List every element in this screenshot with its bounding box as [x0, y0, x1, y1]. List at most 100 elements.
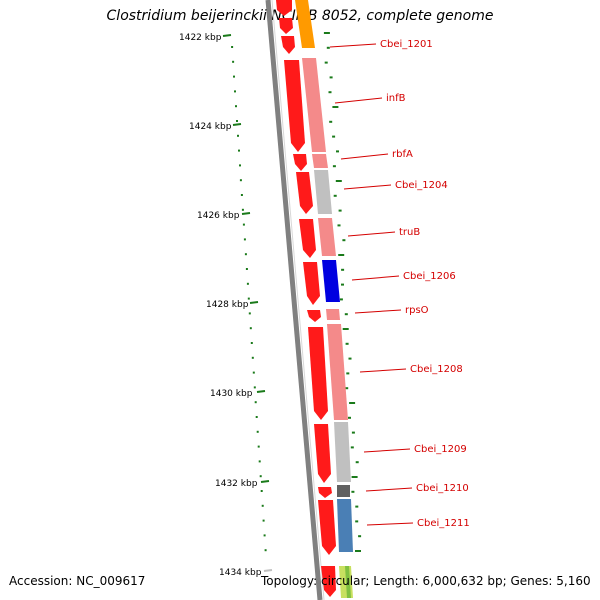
leader-line — [347, 231, 396, 237]
gene-label-cbei-1208: Cbei_1208 — [410, 364, 463, 375]
cds-track — [276, 0, 336, 597]
gc-skew-dot — [345, 387, 349, 390]
gc-skew-dot — [348, 357, 352, 360]
gc-skew-dot — [323, 32, 330, 34]
cds-arrow — [307, 310, 321, 322]
gene-block-rpso — [326, 309, 340, 320]
gc-content-dot — [247, 297, 250, 300]
gc-skew-dot — [335, 180, 342, 182]
gene-label-cbei-1210: Cbei_1210 — [416, 483, 469, 494]
gene-label-rbfa: rbfA — [392, 149, 413, 160]
cds-arrow — [284, 60, 305, 152]
gc-skew-dot — [345, 342, 349, 345]
gc-content-dot — [231, 46, 234, 48]
gc-content-dot — [236, 120, 238, 122]
gene-block-tail-2 — [345, 566, 351, 598]
cds-arrow — [303, 262, 320, 305]
leader-line — [365, 487, 413, 492]
genome-summary-text: Topology: circular; Length: 6,000,632 bp… — [261, 574, 591, 588]
gc-content-dot — [250, 342, 253, 344]
gc-content-dot — [241, 208, 244, 211]
gc-content-dot — [258, 460, 261, 463]
gc-skew-dot — [332, 165, 336, 168]
gc-content-track — [231, 46, 267, 552]
gc-skew-dot — [336, 150, 339, 153]
gc-skew-dot — [351, 476, 358, 478]
gc-skew-dot — [329, 76, 333, 79]
gc-skew-dot — [338, 209, 342, 212]
cds-arrow — [318, 487, 332, 498]
gene-block-cbei-1206 — [322, 260, 340, 302]
tick-label: 1434 kbp — [219, 568, 262, 578]
gene-block-cbei-1210 — [337, 485, 350, 497]
cds-arrow — [281, 36, 295, 54]
gc-content-dot — [246, 282, 249, 285]
gc-content-dot — [252, 371, 255, 374]
gc-skew-dot — [324, 61, 328, 64]
backbone-line — [265, 0, 323, 600]
gene-block-cbei-1204 — [314, 170, 332, 214]
gc-content-dot — [256, 430, 259, 433]
gc-skew-dot — [337, 224, 341, 227]
gene-label-cbei-1206: Cbei_1206 — [403, 271, 456, 282]
tick-label: 1432 kbp — [215, 479, 258, 489]
cds-arrow — [314, 424, 331, 483]
gc-skew-dot — [346, 372, 350, 375]
gc-content-dot — [249, 327, 252, 330]
tick-label: 1428 kbp — [206, 300, 249, 310]
gc-skew-dot — [332, 135, 336, 138]
gc-skew-dot — [338, 254, 345, 256]
leader-line — [363, 448, 411, 453]
gc-skew-dot — [344, 313, 348, 316]
accession-text: Accession: NC_009617 — [9, 574, 146, 588]
gc-content-dot — [254, 401, 257, 404]
gc-content-dot — [264, 549, 267, 552]
tick-label: 1424 kbp — [189, 122, 232, 132]
gc-skew-dot — [342, 239, 346, 242]
leader-line — [359, 368, 407, 373]
gc-content-dot — [237, 134, 239, 137]
gc-content-dot — [261, 504, 264, 507]
tick-1430: 1430 kbp — [210, 389, 266, 399]
leader-line — [334, 97, 383, 104]
gc-content-dot — [239, 179, 242, 182]
gene-block-trub — [318, 218, 336, 256]
gene-label-cbei-1201: Cbei_1201 — [380, 39, 433, 50]
gc-skew-dot — [332, 106, 339, 108]
leader-line — [329, 43, 377, 48]
gc-content-dot — [262, 519, 265, 522]
tick-label: 1422 kbp — [179, 33, 222, 43]
cds-arrow — [279, 18, 293, 34]
gc-content-dot — [235, 105, 237, 108]
tick-1428: 1428 kbp — [206, 300, 259, 310]
cds-arrow — [293, 154, 307, 171]
gene-category-track — [295, 0, 353, 598]
gc-skew-dot — [348, 416, 351, 419]
gc-skew-dot — [351, 431, 355, 434]
gc-skew-dot — [341, 268, 345, 271]
tick-1424: 1424 kbp — [189, 122, 242, 132]
tick-1432: 1432 kbp — [215, 479, 270, 489]
gc-content-dot — [242, 223, 245, 226]
gene-label-rpso: rpsO — [405, 305, 429, 316]
gc-skew-dot — [350, 446, 354, 449]
cds-arrow — [296, 172, 313, 214]
gc-content-dot — [253, 386, 256, 389]
backbone-highlight — [271, 0, 325, 600]
gene-labels: Cbei_1201 infB rbfA Cbei_1204 truB Cbei_… — [329, 39, 470, 529]
gene-block-cbei-1201 — [295, 0, 315, 48]
cds-arrow — [308, 327, 328, 420]
gc-skew-dot — [341, 283, 344, 286]
leader-line — [351, 275, 400, 281]
gene-block-infb — [302, 58, 326, 152]
cds-arrow — [318, 500, 336, 555]
gc-skew-dot — [339, 298, 343, 301]
cds-arrow — [321, 566, 336, 597]
gc-content-dot — [248, 312, 251, 315]
gene-label-cbei-1204: Cbei_1204 — [395, 180, 448, 191]
cds-arrow — [299, 219, 316, 258]
gc-content-dot — [234, 90, 236, 93]
gc-content-dot — [239, 164, 241, 167]
gc-skew-dot — [342, 328, 349, 330]
